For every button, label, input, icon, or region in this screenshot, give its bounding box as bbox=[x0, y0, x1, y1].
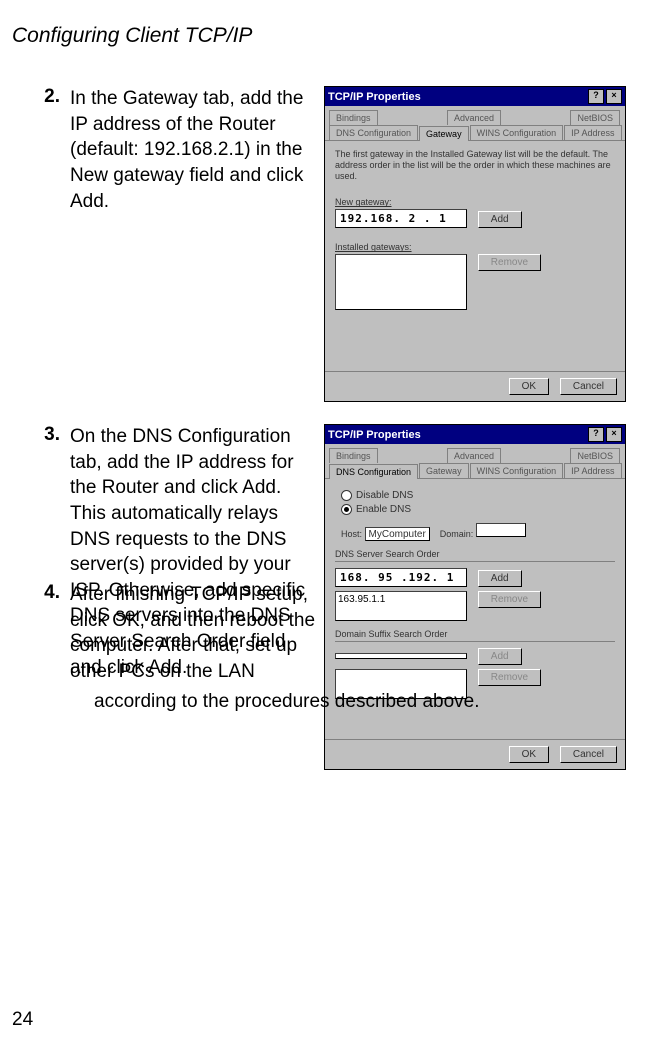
tab2-netbios[interactable]: NetBIOS bbox=[570, 448, 620, 463]
tab-netbios[interactable]: NetBIOS bbox=[570, 110, 620, 125]
dialog1-help-button[interactable]: ? bbox=[588, 89, 604, 104]
tab2-bindings[interactable]: Bindings bbox=[329, 448, 378, 463]
dialog2-close-button[interactable]: × bbox=[606, 427, 622, 442]
dialog1-help-text: The first gateway in the Installed Gatew… bbox=[335, 149, 615, 181]
tab-advanced[interactable]: Advanced bbox=[447, 110, 501, 125]
step-4-text-a: After finishing TCP/IP setup, click OK, … bbox=[70, 582, 334, 685]
suffix-input[interactable] bbox=[335, 653, 467, 659]
tab2-dns-config[interactable]: DNS Configuration bbox=[329, 464, 418, 479]
step-2-text: In the Gateway tab, add the IP address o… bbox=[70, 86, 324, 214]
page-number: 24 bbox=[12, 1009, 33, 1031]
dialog2-help-button[interactable]: ? bbox=[588, 427, 604, 442]
dns-add-button[interactable]: Add bbox=[478, 570, 522, 587]
dialog1-close-button[interactable]: × bbox=[606, 89, 622, 104]
suffix-add-button[interactable]: Add bbox=[478, 648, 522, 665]
host-input[interactable]: MyComputer bbox=[365, 527, 430, 541]
dialog1-title: TCP/IP Properties bbox=[328, 91, 586, 103]
new-gateway-label: New gateway: bbox=[335, 197, 615, 207]
dialog2-tabs: Bindings Advanced NetBIOS DNS Configurat… bbox=[325, 444, 625, 479]
dns-list[interactable]: 163.95.1.1 bbox=[335, 591, 467, 621]
tab-dns-config[interactable]: DNS Configuration bbox=[329, 125, 418, 140]
step-4-row: 4. After finishing TCP/IP setup, click O… bbox=[12, 582, 334, 685]
dialog2-ok-button[interactable]: OK bbox=[509, 746, 549, 763]
tab2-advanced[interactable]: Advanced bbox=[447, 448, 501, 463]
domain-input[interactable] bbox=[476, 523, 526, 537]
step-2-number: 2. bbox=[26, 86, 70, 108]
dialog1-tabs: Bindings Advanced NetBIOS DNS Configurat… bbox=[325, 106, 625, 141]
domain-label: Domain: bbox=[440, 529, 474, 539]
disable-dns-radio[interactable]: Disable DNS bbox=[341, 490, 615, 501]
dialog1-titlebar: TCP/IP Properties ? × bbox=[325, 87, 625, 106]
tab2-ip-address[interactable]: IP Address bbox=[564, 463, 621, 478]
dns-list-item: 163.95.1.1 bbox=[338, 594, 385, 605]
remove-gateway-button[interactable]: Remove bbox=[478, 254, 541, 271]
disable-dns-label: Disable DNS bbox=[356, 490, 413, 501]
installed-gateways-label: Installed gateways: bbox=[335, 242, 615, 252]
new-gateway-input[interactable]: 192.168. 2 . 1 bbox=[335, 209, 467, 228]
dialog2-titlebar: TCP/IP Properties ? × bbox=[325, 425, 625, 444]
dns-remove-button[interactable]: Remove bbox=[478, 591, 541, 608]
dialog2-cancel-button[interactable]: Cancel bbox=[560, 746, 617, 763]
tab-ip-address[interactable]: IP Address bbox=[564, 125, 621, 140]
dialog1-cancel-button[interactable]: Cancel bbox=[560, 378, 617, 395]
step-3-number: 3. bbox=[26, 424, 70, 446]
dialog2-title: TCP/IP Properties bbox=[328, 429, 586, 441]
tab2-wins-config[interactable]: WINS Configuration bbox=[470, 463, 564, 478]
suffix-order-label: Domain Suffix Search Order bbox=[335, 629, 615, 639]
step-4-number: 4. bbox=[26, 582, 70, 604]
add-gateway-button[interactable]: Add bbox=[478, 211, 522, 228]
enable-dns-label: Enable DNS bbox=[356, 504, 411, 515]
tcpip-dialog-gateway: TCP/IP Properties ? × Bindings Advanced … bbox=[324, 86, 626, 402]
enable-dns-radio[interactable]: Enable DNS bbox=[341, 504, 615, 515]
tab-gateway[interactable]: Gateway bbox=[419, 126, 469, 141]
tab2-gateway[interactable]: Gateway bbox=[419, 463, 469, 478]
tab-wins-config[interactable]: WINS Configuration bbox=[470, 125, 564, 140]
host-label: Host: bbox=[341, 529, 362, 539]
installed-gateways-list[interactable] bbox=[335, 254, 467, 310]
step-2-row: 2. In the Gateway tab, add the IP addres… bbox=[12, 86, 626, 402]
tab-bindings[interactable]: Bindings bbox=[329, 110, 378, 125]
tcpip-dialog-dns: TCP/IP Properties ? × Bindings Advanced … bbox=[324, 424, 626, 770]
dialog1-ok-button[interactable]: OK bbox=[509, 378, 549, 395]
dns-order-label: DNS Server Search Order bbox=[335, 549, 615, 559]
suffix-remove-button[interactable]: Remove bbox=[478, 669, 541, 686]
dns-ip-input[interactable]: 168. 95 .192. 1 bbox=[335, 568, 467, 587]
page-header: Configuring Client TCP/IP bbox=[12, 24, 626, 48]
